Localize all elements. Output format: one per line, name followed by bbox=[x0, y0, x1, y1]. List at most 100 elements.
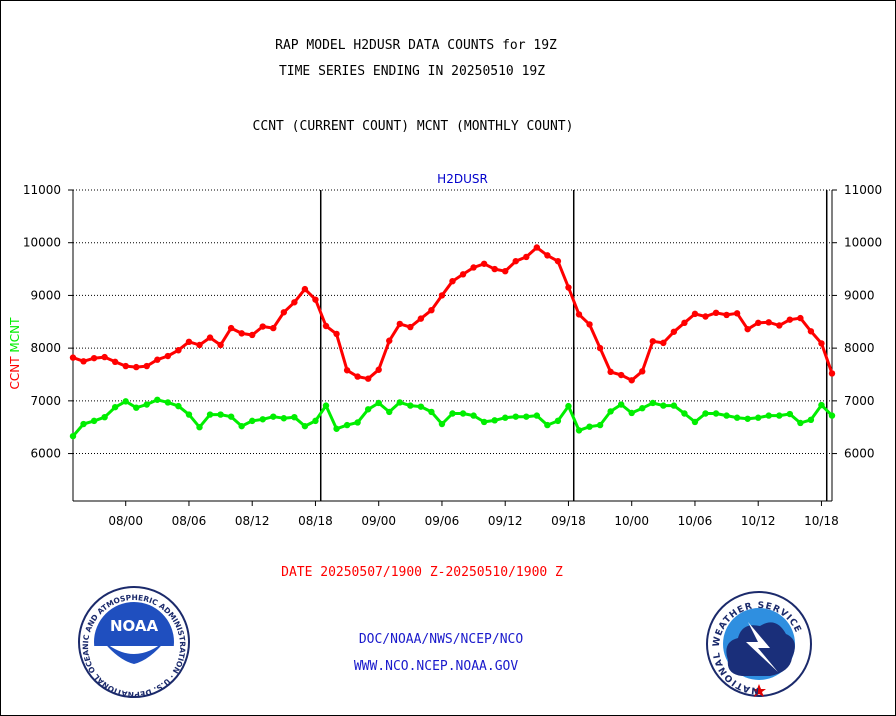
series-point-mcnt bbox=[575, 427, 583, 434]
series-point-ccnt bbox=[807, 328, 815, 335]
series-point-ccnt bbox=[438, 292, 446, 299]
series-point-ccnt bbox=[523, 253, 530, 261]
series-point-mcnt bbox=[407, 402, 414, 409]
series-point-ccnt bbox=[291, 299, 298, 306]
series-point-ccnt bbox=[217, 341, 224, 349]
series-point-mcnt bbox=[607, 408, 614, 415]
series-point-mcnt bbox=[438, 420, 446, 428]
series-point-ccnt bbox=[407, 323, 414, 331]
xtick-label-10-06: 10/06 bbox=[678, 514, 713, 528]
series-point-mcnt bbox=[807, 416, 815, 424]
series-point-ccnt bbox=[660, 339, 667, 347]
series-point-ccnt bbox=[301, 285, 309, 293]
y-axis-label-ccnt: CCNT bbox=[8, 356, 22, 390]
series-point-mcnt bbox=[259, 416, 266, 423]
header-subtitle: CCNT (CURRENT COUNT) MCNT (MONTHLY COUNT… bbox=[252, 119, 574, 134]
xtick-label-10-12: 10/12 bbox=[741, 514, 776, 528]
series-point-ccnt bbox=[470, 264, 477, 271]
series-point-mcnt bbox=[227, 413, 235, 420]
series-point-mcnt bbox=[649, 399, 656, 407]
series-point-ccnt bbox=[786, 316, 794, 323]
series-point-ccnt bbox=[670, 328, 678, 335]
series-point-mcnt bbox=[776, 412, 783, 419]
series-point-mcnt bbox=[375, 399, 382, 407]
ytick-label-left-9000: 9000 bbox=[30, 288, 61, 302]
series-point-mcnt bbox=[449, 410, 456, 417]
series-point-ccnt bbox=[375, 366, 382, 373]
series-point-ccnt bbox=[428, 306, 435, 314]
ytick-label-left-10000: 10000 bbox=[23, 236, 61, 250]
header-title-line1: RAP MODEL H2DUSR DATA COUNTS for 19Z bbox=[275, 38, 557, 53]
series-point-mcnt bbox=[628, 409, 635, 417]
series-point-mcnt bbox=[143, 401, 150, 408]
xtick-label-08-06: 08/06 bbox=[172, 514, 207, 528]
series-point-ccnt bbox=[185, 338, 193, 346]
xtick-label-08-00: 08/00 bbox=[108, 514, 143, 528]
series-point-mcnt bbox=[491, 417, 498, 424]
series-point-mcnt bbox=[101, 413, 108, 421]
series-point-ccnt bbox=[712, 309, 720, 317]
series-point-mcnt bbox=[702, 410, 709, 417]
series-point-mcnt bbox=[80, 420, 87, 428]
series-point-ccnt bbox=[459, 271, 467, 278]
series-point-ccnt bbox=[386, 337, 393, 344]
ytick-label-right-8000: 8000 bbox=[844, 341, 875, 355]
series-point-ccnt bbox=[681, 319, 688, 327]
series-point-ccnt bbox=[733, 310, 741, 317]
series-point-mcnt bbox=[217, 411, 224, 418]
series-point-ccnt bbox=[206, 334, 214, 341]
xtick-label-08-18: 08/18 bbox=[298, 514, 333, 528]
series-point-ccnt bbox=[417, 315, 425, 322]
series-point-ccnt bbox=[196, 341, 203, 349]
series-point-ccnt bbox=[755, 319, 762, 327]
ytick-label-right-7000: 7000 bbox=[844, 394, 875, 408]
series-point-ccnt bbox=[544, 252, 551, 259]
series-point-ccnt bbox=[69, 354, 77, 361]
series-line-mcnt bbox=[71, 398, 834, 438]
series-point-mcnt bbox=[122, 398, 129, 405]
series-point-mcnt bbox=[480, 418, 488, 426]
series-point-ccnt bbox=[617, 371, 625, 379]
series-point-ccnt bbox=[765, 319, 772, 326]
series-point-ccnt bbox=[133, 363, 140, 371]
ytick-label-right-10000: 10000 bbox=[844, 236, 882, 250]
series-point-ccnt bbox=[249, 331, 256, 339]
series-point-mcnt bbox=[270, 413, 277, 420]
series-point-mcnt bbox=[238, 422, 245, 430]
org-path-link[interactable]: DOC/NOAA/NWS/NCEP/NCO bbox=[358, 632, 524, 647]
series-point-mcnt bbox=[639, 405, 646, 412]
ytick-label-left-11000: 11000 bbox=[23, 183, 61, 197]
series-point-mcnt bbox=[681, 410, 688, 417]
series-point-mcnt bbox=[512, 413, 519, 420]
series-point-mcnt bbox=[301, 422, 309, 430]
series-point-mcnt bbox=[322, 402, 330, 409]
series-point-mcnt bbox=[154, 396, 161, 403]
website-link[interactable]: WWW.NCO.NCEP.NOAA.GOV bbox=[353, 659, 519, 674]
series-point-mcnt bbox=[828, 412, 836, 419]
series-point-mcnt bbox=[744, 415, 751, 422]
series-point-ccnt bbox=[175, 347, 182, 354]
series-point-mcnt bbox=[554, 417, 562, 425]
ytick-label-left-6000: 6000 bbox=[30, 447, 61, 461]
series-point-ccnt bbox=[122, 362, 129, 370]
y-axis-label-mcnt: MCNT bbox=[8, 317, 22, 357]
series-point-mcnt bbox=[396, 399, 403, 406]
series-point-mcnt bbox=[733, 414, 741, 421]
series-point-ccnt bbox=[154, 356, 161, 363]
ytick-label-left-8000: 8000 bbox=[30, 341, 61, 355]
xtick-label-09-12: 09/12 bbox=[488, 514, 523, 528]
series-point-ccnt bbox=[364, 375, 372, 382]
series-point-mcnt bbox=[133, 404, 140, 411]
series-point-mcnt bbox=[723, 412, 730, 419]
ytick-label-left-7000: 7000 bbox=[30, 394, 61, 408]
series-point-mcnt bbox=[175, 402, 182, 410]
series-point-mcnt bbox=[818, 401, 825, 409]
series-point-ccnt bbox=[270, 324, 277, 332]
series-point-mcnt bbox=[69, 432, 77, 440]
xtick-label-09-06: 09/06 bbox=[425, 514, 460, 528]
series-point-ccnt bbox=[333, 330, 340, 338]
series-point-ccnt bbox=[533, 244, 541, 251]
series-point-ccnt bbox=[575, 311, 583, 318]
series-point-ccnt bbox=[143, 362, 150, 370]
